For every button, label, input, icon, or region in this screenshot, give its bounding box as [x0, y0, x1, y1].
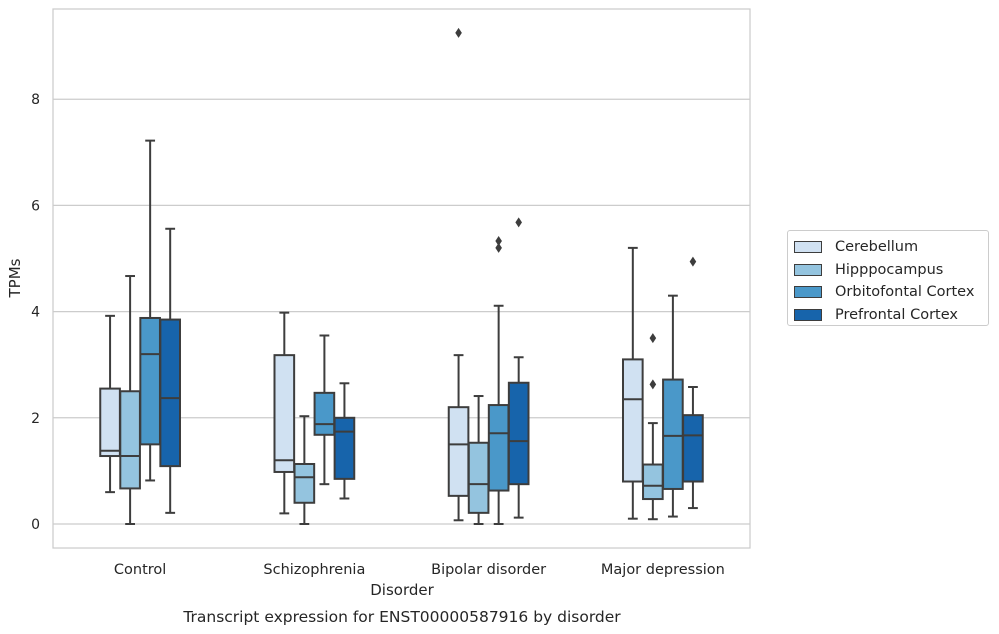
legend-label: Orbitofontal Cortex — [835, 284, 975, 301]
x-tick-label: Major depression — [601, 562, 725, 578]
outlier-point — [689, 256, 697, 267]
outlier-point — [649, 379, 657, 390]
box — [507, 381, 530, 486]
box — [662, 378, 684, 490]
legend-swatch — [794, 241, 822, 254]
box — [467, 441, 490, 514]
y-tick-label: 0 — [31, 517, 40, 533]
box-plot — [99, 314, 121, 494]
box-plot — [119, 275, 141, 525]
box-plot — [333, 382, 356, 500]
box-plot — [447, 27, 470, 522]
x-tick-label: Control — [114, 562, 166, 578]
legend-item: Cerebellum — [794, 236, 988, 259]
box-plot — [621, 246, 644, 520]
box — [99, 387, 121, 458]
x-tick-labels: Control Schizophrenia Bipolar disorder Majo… — [114, 562, 725, 578]
box — [447, 406, 470, 497]
box — [642, 463, 664, 501]
legend-swatch — [794, 286, 822, 299]
box — [119, 390, 141, 490]
legend: Cerebellum Hipppocampus Orbitofontal Corte… — [787, 230, 989, 326]
box-plot — [467, 395, 490, 525]
box-plot — [487, 235, 510, 525]
box — [487, 404, 510, 492]
outlier-point — [649, 333, 657, 344]
x-tick-label: Schizophrenia — [263, 562, 365, 578]
box-plot — [159, 227, 182, 514]
box-plot — [293, 415, 316, 525]
box-plot — [682, 256, 704, 510]
box-plot — [507, 217, 530, 519]
box — [621, 358, 644, 483]
legend-swatch — [794, 263, 822, 276]
y-tick-label: 2 — [31, 411, 40, 427]
outlier-point — [495, 235, 502, 246]
box-plot — [313, 334, 336, 486]
box — [273, 354, 296, 473]
outlier-point — [515, 217, 522, 228]
legend-label: Prefrontal Cortex — [835, 307, 958, 324]
legend-item: Hipppocampus — [794, 259, 988, 282]
box-plot — [662, 294, 684, 518]
legend-item: Orbitofontal Cortex — [794, 281, 988, 304]
box — [682, 414, 704, 483]
outlier-point — [495, 242, 502, 253]
plot-frame — [52, 8, 751, 549]
box-plot — [642, 333, 664, 521]
legend-item: Prefrontal Cortex — [794, 304, 988, 327]
legend-label: Hipppocampus — [835, 261, 944, 278]
box-plot — [139, 139, 161, 482]
legend-label: Cerebellum — [835, 239, 919, 256]
x-tick-label: Bipolar disorder — [431, 562, 546, 578]
box — [313, 391, 336, 436]
grid-lines — [53, 98, 750, 525]
y-tick-label: 8 — [31, 92, 40, 108]
outlier-point — [455, 27, 462, 38]
box — [333, 416, 356, 480]
box-plot — [273, 311, 296, 515]
box — [159, 318, 182, 468]
chart-title: Transcript expression for ENST0000058791… — [182, 608, 621, 626]
box-plots — [99, 27, 704, 525]
box — [293, 462, 316, 504]
y-tick-label: 6 — [31, 198, 40, 214]
legend-swatch — [794, 309, 822, 322]
box — [139, 316, 161, 446]
y-tick-labels: 0 2 4 6 8 — [31, 92, 40, 533]
x-axis-label: Disorder — [370, 581, 434, 599]
y-axis-label: TPMs — [6, 258, 24, 298]
y-tick-label: 4 — [31, 305, 40, 321]
